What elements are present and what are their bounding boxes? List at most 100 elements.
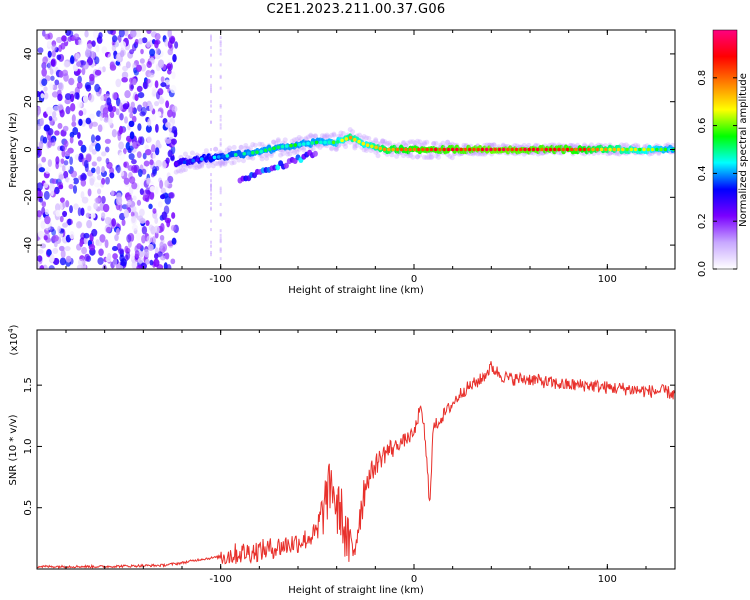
- spectrogram-halo-cell: [187, 164, 193, 170]
- spectrogram-noise-cell: [117, 248, 125, 254]
- spectrogram-core-cell: [446, 147, 451, 152]
- spectrogram-halo-cell: [264, 152, 270, 158]
- spectrogram-core-cell: [467, 147, 472, 152]
- spectrogram-noise-cell: [162, 118, 168, 125]
- spectrogram-streak-cell: [219, 188, 222, 192]
- spectrogram-noise-cell: [49, 83, 54, 91]
- spectrogram-core-cell: [650, 147, 655, 152]
- spectrogram-noise-cell: [76, 61, 82, 68]
- spectrogram-noise-cell: [44, 147, 51, 156]
- spectrogram-noise-cell: [81, 246, 88, 255]
- spectrogram-streak-cell: [210, 63, 212, 67]
- spectrogram-halo-cell: [421, 140, 427, 146]
- spectrogram-core-cell: [382, 147, 387, 152]
- spectrogram-core-cell: [425, 147, 429, 152]
- spectrogram-noise-cell: [168, 192, 175, 199]
- spectrogram-core-cell: [246, 151, 251, 156]
- spectrogram-halo-cell: [401, 153, 407, 159]
- spectrogram-halo-cell: [329, 132, 335, 138]
- spectrogram-halo-cell: [329, 145, 335, 151]
- spectrogram-noise-cell: [132, 141, 137, 149]
- spectrogram-core-cell: [544, 147, 549, 152]
- spectrogram-streak-cell: [219, 86, 222, 90]
- spectrogram-streak-cell: [219, 202, 222, 206]
- spectrogram-halo-cell: [621, 142, 627, 148]
- spectrogram-noise-cell: [68, 178, 75, 185]
- spectrogram-halo-cell: [296, 135, 302, 141]
- spectrogram-noise-cell: [116, 97, 121, 107]
- spectrogram-noise-cell: [118, 151, 125, 161]
- spectrogram-streak-cell: [210, 179, 212, 183]
- spectrogram-noise-cell: [86, 219, 93, 229]
- spectrogram-noise-cell: [60, 158, 65, 164]
- spectrogram-noise-cell: [63, 170, 69, 179]
- spectrogram-core-cell: [569, 147, 574, 152]
- spectrogram-noise-cell: [172, 53, 177, 63]
- spectrogram-halo-cell: [199, 163, 205, 169]
- spectrogram-noise-cell: [109, 64, 117, 71]
- spectrogram-noise-cell: [107, 252, 112, 261]
- spectrogram-core-cell: [199, 157, 204, 161]
- spectrogram-noise-cell: [57, 181, 64, 188]
- spectrogram-streak-cell: [210, 192, 212, 196]
- spectrogram-noise-cell: [79, 174, 84, 182]
- spectrogram-noise-cell: [82, 94, 89, 104]
- spectrogram-noise-cell: [167, 30, 172, 38]
- spectrogram-core-cell: [506, 147, 510, 152]
- spectrogram-halo-cell: [401, 140, 407, 146]
- spectrogram-noise-cell: [154, 32, 161, 41]
- spectrogram-halo-cell: [521, 142, 527, 148]
- spectrogram-streak-cell: [210, 244, 212, 248]
- spectrogram-noise-cell: [119, 102, 123, 111]
- spectrogram-core-cell: [612, 147, 617, 152]
- spectrogram-streak-cell: [210, 75, 212, 79]
- spectrogram-halo-cell: [619, 142, 625, 148]
- spectrogram-core-cell: [289, 143, 293, 148]
- spectrogram-halo-cell: [264, 155, 270, 161]
- spectrogram-streak-cell: [219, 105, 222, 109]
- spectrogram-halo-cell: [264, 151, 270, 157]
- spectrogram-noise-cell: [44, 225, 51, 231]
- spectrogram-core-cell: [370, 144, 374, 149]
- spectrogram-noise-cell: [76, 81, 83, 89]
- spectrogram-streak-cell: [219, 143, 222, 147]
- spectrogram-noise-cell: [157, 59, 165, 69]
- spectrogram-streak-cell: [219, 48, 222, 52]
- spectrogram-noise-cell: [170, 224, 176, 231]
- spectrogram-core-cell: [191, 158, 196, 163]
- spectrogram-noise-cell: [149, 186, 156, 193]
- spectrogram-core-cell: [391, 147, 395, 152]
- spectrogram-core-cell: [387, 147, 391, 152]
- y-tick-label: 0: [23, 146, 34, 152]
- spectrogram-noise-cell: [118, 125, 123, 135]
- spectrogram-noise-cell: [160, 187, 166, 194]
- spectrogram-halo-cell: [236, 157, 242, 163]
- snr-multiplier-label: (x104): [7, 324, 20, 355]
- spectrogram-noise-cell: [114, 234, 119, 242]
- spectrogram-noise-cell: [95, 142, 101, 152]
- spectrogram-halo-cell: [414, 138, 420, 144]
- spectrogram-panel: -100 0 100 40 20 0 -20 -40 Height of straight l…: [8, 29, 676, 296]
- spectrogram-noise-cell: [69, 230, 75, 240]
- spectrogram-streak-cell: [219, 118, 222, 122]
- spectrogram-core-cell: [501, 147, 506, 152]
- spectrogram-noise-cell: [47, 50, 52, 58]
- spectrogram-core-cell: [297, 142, 302, 147]
- spectrogram-streak-cell: [210, 250, 212, 254]
- spectrogram-noise-cell: [51, 44, 57, 52]
- spectrogram-noise-cell: [46, 40, 53, 48]
- spectrogram-core-cell: [195, 157, 200, 162]
- spectrogram-core-cell: [433, 147, 438, 152]
- spectrogram-streak-cell: [219, 41, 222, 45]
- spectrogram-noise-cell: [91, 149, 97, 155]
- spectrogram-noise-cell: [41, 206, 46, 216]
- spectrogram-noise-cell: [101, 46, 108, 54]
- spectrogram-core-cell: [365, 143, 370, 147]
- spectrogram-streak-cell: [219, 239, 222, 243]
- spectrogram-noise-cell: [90, 212, 96, 219]
- spectrogram-noise-cell: [155, 123, 159, 133]
- spectrogram-noise-cell: [69, 136, 74, 144]
- spectrogram-noise-cell: [157, 143, 162, 149]
- spectrogram-halo-cell: [296, 146, 302, 152]
- spectrogram-halo-cell: [435, 154, 441, 160]
